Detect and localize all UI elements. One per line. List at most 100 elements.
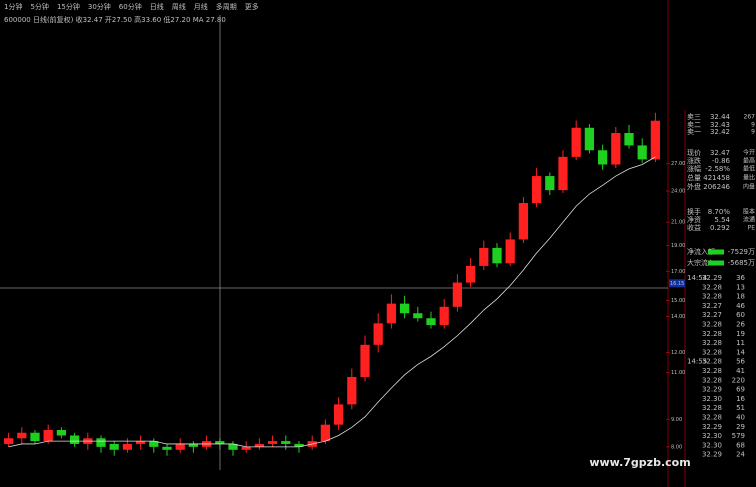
trade-price: 32.28 bbox=[702, 293, 722, 301]
trade-price: 32.28 bbox=[702, 367, 722, 375]
quote-value: 5.54 bbox=[714, 216, 730, 224]
quote-label: 净资 bbox=[687, 215, 701, 224]
candle-body bbox=[452, 282, 463, 307]
trade-volume: 18 bbox=[736, 293, 745, 301]
toolbar-tab[interactable]: 5分钟 bbox=[30, 2, 48, 11]
trade-price: 32.28 bbox=[702, 321, 722, 329]
quote-extra: 内盘 bbox=[743, 183, 755, 191]
trade-volume: 36 bbox=[736, 274, 745, 282]
candle-body bbox=[96, 438, 106, 447]
y-tick-label: 21.00 bbox=[671, 220, 685, 226]
toolbar-tab[interactable]: 周线 bbox=[172, 2, 186, 11]
candle-body bbox=[624, 133, 634, 146]
trade-volume: 46 bbox=[736, 302, 745, 310]
candle-body bbox=[43, 430, 53, 442]
candle-body bbox=[175, 443, 185, 450]
quote-label: 卖一 bbox=[687, 128, 701, 136]
toolbar-tab[interactable]: 多周期 bbox=[216, 2, 237, 11]
trade-volume: 29 bbox=[736, 423, 745, 431]
trade-price: 32.29 bbox=[702, 451, 722, 459]
y-tick-label: 14.00 bbox=[671, 314, 685, 320]
y-tick-label: 12.00 bbox=[671, 350, 685, 356]
y-tick-label: 27.00 bbox=[671, 161, 685, 167]
toolbar-tab[interactable]: 15分钟 bbox=[57, 2, 80, 11]
trade-volume: 24 bbox=[736, 451, 745, 459]
candle-body bbox=[109, 443, 119, 450]
candle-body bbox=[69, 435, 80, 444]
candle-body bbox=[56, 430, 67, 436]
candle-body bbox=[228, 443, 238, 450]
candle-body bbox=[426, 318, 436, 326]
candle-body bbox=[333, 404, 344, 425]
quote-value: 8.70% bbox=[708, 208, 731, 216]
candle-body bbox=[439, 306, 449, 326]
candle-body bbox=[399, 303, 410, 314]
y-tick-label: 11.00 bbox=[671, 370, 685, 376]
flow-bar bbox=[708, 260, 724, 266]
y-tick-label: 9.00 bbox=[671, 417, 682, 423]
trade-price: 32.28 bbox=[702, 348, 722, 356]
candle-body bbox=[188, 443, 199, 447]
quote-extra: 今开 bbox=[743, 149, 755, 157]
trade-price: 32.27 bbox=[702, 302, 722, 310]
candle-body bbox=[281, 441, 291, 444]
flow-bar bbox=[708, 249, 724, 255]
trade-price: 32.28 bbox=[702, 330, 722, 338]
candle-body bbox=[479, 247, 489, 266]
toolbar-tab[interactable]: 60分钟 bbox=[119, 2, 142, 11]
candle-body bbox=[650, 120, 661, 160]
flow-label: 净流入额 bbox=[687, 247, 715, 256]
trade-time: 14:55 bbox=[687, 358, 707, 366]
candle-body bbox=[597, 150, 608, 165]
quote-extra: 股本 bbox=[743, 208, 755, 216]
trade-volume: 11 bbox=[736, 339, 745, 347]
candle-body bbox=[386, 303, 397, 324]
y-tick-label: 15.00 bbox=[671, 298, 685, 304]
trade-price: 32.28 bbox=[702, 376, 722, 384]
trade-volume: 26 bbox=[736, 321, 745, 329]
quote-value: 32.42 bbox=[710, 128, 730, 136]
candle-body bbox=[571, 127, 581, 157]
candle-body bbox=[149, 441, 159, 447]
toolbar-tab[interactable]: 更多 bbox=[245, 2, 259, 11]
candle-body bbox=[3, 438, 14, 444]
quote-label: 换手 bbox=[687, 207, 701, 216]
cursor-box bbox=[669, 279, 685, 288]
trade-volume: 69 bbox=[736, 386, 745, 394]
quote-extra: 量比 bbox=[743, 174, 755, 182]
toolbar-tab[interactable]: 月线 bbox=[194, 2, 208, 11]
toolbar-tab[interactable]: 日线 bbox=[150, 2, 164, 11]
candle-body bbox=[162, 446, 172, 450]
candle-body bbox=[545, 176, 555, 191]
candle-body bbox=[241, 446, 251, 450]
toolbar-tab[interactable]: 1分钟 bbox=[4, 2, 22, 11]
trade-volume: 40 bbox=[736, 414, 745, 422]
candle-body bbox=[518, 203, 529, 240]
quote-extra: 9 bbox=[751, 129, 755, 136]
candle-body bbox=[413, 313, 423, 319]
candle-body bbox=[320, 424, 331, 442]
trade-price: 32.29 bbox=[702, 423, 722, 431]
trade-volume: 51 bbox=[736, 404, 745, 412]
trade-volume: 56 bbox=[736, 358, 745, 366]
quote-value: 206246 bbox=[703, 183, 730, 191]
flow-label: 大宗流入 bbox=[687, 258, 715, 267]
ma-line bbox=[8, 156, 656, 448]
candle-body bbox=[360, 344, 370, 377]
trade-time: 14:54 bbox=[687, 274, 708, 282]
quote-label: 涨跌 bbox=[687, 156, 701, 165]
trade-price: 32.30 bbox=[702, 395, 722, 403]
toolbar-tab[interactable]: 30分钟 bbox=[88, 2, 111, 11]
quote-value: 421458 bbox=[703, 174, 730, 182]
trade-volume: 16 bbox=[736, 395, 745, 403]
flow-value: -7529万 bbox=[728, 248, 755, 256]
trade-volume: 19 bbox=[736, 330, 745, 338]
y-tick-label: 19.00 bbox=[671, 243, 685, 249]
candle-body bbox=[267, 441, 278, 444]
candle-body bbox=[584, 127, 595, 151]
candle-body bbox=[492, 247, 502, 264]
trade-volume: 41 bbox=[736, 367, 745, 375]
candle-body bbox=[373, 323, 383, 345]
quote-label: 收益 bbox=[687, 223, 701, 232]
